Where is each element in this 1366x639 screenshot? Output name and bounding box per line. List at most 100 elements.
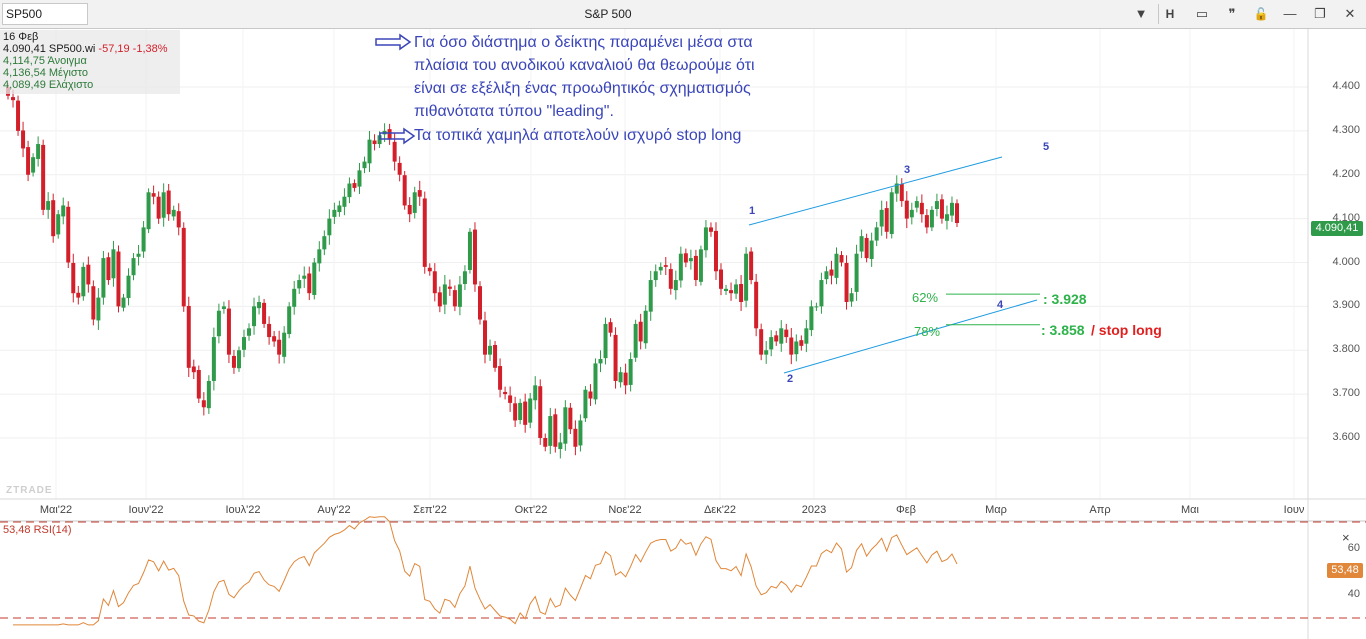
info-last-price: 4.090,41 SP500.wi — [3, 43, 96, 55]
candle-body — [317, 249, 322, 264]
candle-body — [849, 293, 854, 302]
candle-body — [764, 350, 769, 355]
arrow-icon — [375, 33, 412, 51]
candle-body — [693, 255, 698, 281]
candle-body — [698, 249, 703, 282]
minimize-icon[interactable]: — — [1283, 6, 1297, 21]
candle-body — [337, 205, 342, 213]
candle-body — [919, 202, 924, 215]
lock-icon[interactable]: 🔓 — [1253, 7, 1269, 21]
candle-body — [949, 202, 954, 216]
price-chart[interactable] — [0, 29, 1366, 639]
candle-body — [829, 269, 834, 276]
candle-body — [16, 100, 21, 131]
candle-body — [804, 328, 809, 344]
stop-long-label: / stop long — [1091, 322, 1162, 338]
x-tick-label: Μαι — [1181, 504, 1199, 516]
candle-body — [854, 253, 859, 292]
wave-1-label: 1 — [749, 205, 756, 217]
dropdown-icon[interactable]: ▼ — [1134, 6, 1148, 21]
x-tick-label: Ιουν — [1283, 504, 1305, 516]
candle-body — [869, 240, 874, 259]
candle-body — [206, 380, 211, 409]
candle-body — [91, 286, 96, 320]
candle-body — [749, 251, 754, 281]
candle-body — [226, 308, 231, 355]
candle-body — [211, 337, 216, 381]
rsi-line — [13, 516, 958, 626]
candle-body — [548, 416, 553, 446]
candle-body — [578, 420, 583, 446]
candle-body — [914, 201, 919, 208]
candle-body — [447, 286, 452, 289]
candle-body — [633, 323, 638, 358]
annotation-line-4: πιθανότατα τύπου "leading". — [414, 103, 614, 120]
channel-lower-line — [783, 299, 1038, 374]
candle-body — [488, 345, 493, 355]
candle-body — [558, 442, 563, 449]
candle-body — [663, 265, 668, 267]
info-last: 4.090,41 SP500.wi -57,19 -1,38% — [3, 43, 168, 55]
candle-body — [292, 288, 297, 307]
candle-body — [784, 329, 789, 338]
candle-body — [924, 215, 929, 228]
candle-body — [944, 214, 949, 221]
candle-body — [392, 141, 397, 162]
candle-body — [934, 201, 939, 209]
x-tick-label: Οκτ'22 — [514, 504, 548, 516]
y-tick-label: 3.800 — [1332, 343, 1360, 356]
candle-body — [262, 302, 267, 324]
candle-body — [467, 231, 472, 270]
candle-body — [834, 253, 839, 278]
candle-body — [126, 275, 131, 299]
y-tick-label: 4.300 — [1332, 123, 1360, 136]
candle-body — [623, 372, 628, 386]
rsi-tick-label: 60 — [1347, 542, 1360, 554]
candle-body — [653, 271, 658, 281]
candle-body — [462, 271, 467, 284]
rsi-close-icon[interactable]: × — [1342, 530, 1350, 545]
watermark: ZTRADE — [6, 485, 53, 496]
wave-4-label: 4 — [997, 299, 1004, 311]
y-tick-label: 3.900 — [1332, 299, 1360, 312]
candle-body — [186, 305, 191, 368]
candle-body — [427, 267, 432, 272]
restore-icon[interactable]: ❐ — [1314, 6, 1326, 21]
symbol-field[interactable]: SP500 — [2, 3, 88, 25]
candle-body — [513, 403, 518, 421]
candle-body — [101, 258, 106, 298]
candle-body — [457, 284, 462, 307]
candle-body — [879, 209, 884, 227]
candle-body — [402, 175, 407, 206]
candle-body — [71, 262, 76, 294]
candle-body — [553, 414, 558, 447]
candle-body — [503, 391, 508, 395]
candle-body — [779, 328, 784, 344]
chart-icon[interactable]: ▭ — [1195, 6, 1209, 21]
candle-body — [21, 130, 26, 149]
h-button[interactable]: H — [1165, 7, 1175, 21]
y-tick-label: 3.600 — [1332, 431, 1360, 443]
close-icon[interactable]: ✕ — [1344, 6, 1356, 21]
candle-body — [51, 200, 56, 237]
candle-body — [221, 306, 226, 310]
candle-body — [844, 262, 849, 302]
candle-body — [929, 209, 934, 228]
candle-body — [56, 214, 61, 235]
x-tick-label: Ιουν'22 — [128, 504, 164, 516]
x-tick-label: Αυγ'22 — [317, 504, 351, 516]
toolbar-divider — [1158, 4, 1159, 24]
candle-body — [894, 183, 899, 194]
candle-body — [171, 209, 176, 217]
candle-body — [196, 369, 201, 399]
x-tick-label: Φεβ — [895, 504, 917, 516]
quote-icon[interactable]: ❞ — [1228, 6, 1236, 21]
candle-body — [252, 306, 257, 327]
candle-body — [744, 253, 749, 301]
candle-body — [889, 192, 894, 234]
candle-body — [277, 339, 282, 355]
candle-body — [688, 258, 693, 262]
candle-body — [774, 335, 779, 342]
candle-body — [352, 183, 357, 188]
candle-body — [708, 227, 713, 232]
